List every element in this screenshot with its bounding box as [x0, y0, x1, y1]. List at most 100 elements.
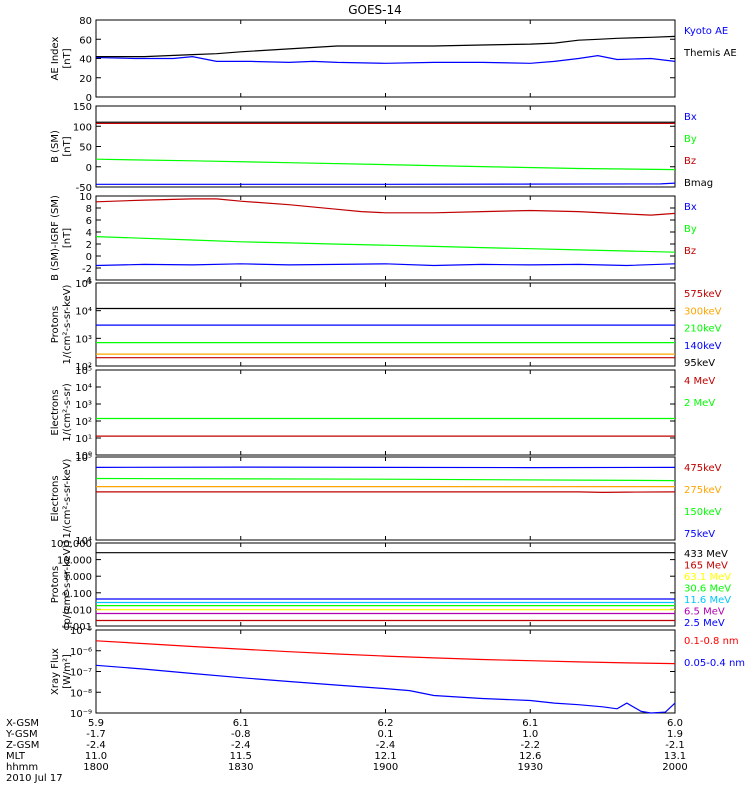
- orbit-value: -1.7: [86, 729, 106, 740]
- y-axis-label: 1/(cm²-s-sr-keV): [62, 284, 73, 364]
- orbit-row-label: hhmm: [6, 762, 38, 773]
- orbit-value: 6.1: [233, 718, 249, 729]
- orbit-value: 12.6: [519, 751, 541, 762]
- panel-8: 10⁻⁹ 10⁻⁸ 10⁻⁷ 10⁻⁶ 10⁻⁵ Xray Flux [W/m²] 0.1-0…: [50, 626, 745, 720]
- panel-7: 0.001 0.010 0.100 1.000 10.000 100.000 Protons…: [50, 539, 731, 633]
- legend-label: 0.05-0.4 nm: [684, 658, 745, 669]
- ytick-label: 0: [86, 93, 92, 104]
- orbit-value: 1930: [518, 762, 543, 773]
- orbit-value: 0.1: [378, 729, 394, 740]
- ytick-label: 10⁻⁵: [70, 626, 92, 637]
- orbit-row-label: X-GSM: [6, 718, 39, 729]
- legend-label: 2.5 MeV: [684, 618, 725, 629]
- orbit-value: -2.4: [231, 740, 251, 751]
- legend-label: 4 MeV: [684, 376, 715, 387]
- ytick-label: 100: [73, 122, 92, 133]
- orbit-value: -2.2: [520, 740, 540, 751]
- series-line-0: [96, 491, 676, 494]
- legend-label: 95keV: [684, 358, 715, 369]
- orbit-row-label: 2010 Jul 17: [6, 773, 63, 784]
- panel-frame: [95, 456, 676, 541]
- orbit-value: 1.9: [667, 729, 683, 740]
- y-axis-label: [p/(cm²-s-sr-keV)]: [62, 541, 73, 629]
- legend-label: 11.6 MeV: [684, 595, 731, 606]
- ytick-label: 10²: [75, 362, 92, 373]
- legend-label: By: [684, 224, 697, 235]
- ytick-label: 10⁴: [75, 307, 92, 318]
- orbit-value: -2.4: [86, 740, 106, 751]
- y-axis-label: [W/m²]: [62, 654, 73, 689]
- y-axis-label: 1/(cm²-s-sr-keV): [62, 458, 73, 538]
- series-line-0: [95, 54, 676, 64]
- series-line-0: [96, 182, 676, 185]
- ytick-label: 10⁻⁹: [70, 709, 92, 720]
- ytick-label: 100.000: [51, 539, 92, 550]
- ytick-label: 60: [79, 35, 92, 46]
- orbit-row-label: Y-GSM: [5, 729, 38, 740]
- ytick-label: -50: [76, 183, 92, 194]
- orbit-row-label: Z-GSM: [6, 740, 39, 751]
- y-axis-label: Electrons: [50, 475, 61, 521]
- series-line-1: [95, 158, 676, 171]
- ytick-label: -2: [82, 264, 92, 275]
- legend-label: 575keV: [684, 289, 722, 300]
- ytick-label: 4: [86, 228, 92, 239]
- orbit-value: 2000: [662, 762, 687, 773]
- orbit-value: 1830: [228, 762, 253, 773]
- plot-title: GOES-14: [348, 3, 402, 17]
- y-axis-label: 1/(cm²-s-sr): [62, 383, 73, 442]
- series-line-2: [95, 198, 676, 216]
- ytick-label: 1.000: [63, 572, 92, 583]
- legend-label: 0.1-0.8 nm: [684, 636, 739, 647]
- legend-label: Bz: [684, 156, 696, 167]
- orbit-value: 1.0: [522, 729, 538, 740]
- panel-frame: [95, 19, 676, 98]
- ytick-label: 10⁴: [75, 536, 92, 547]
- orbit-value: 5.9: [88, 718, 104, 729]
- orbit-value: 1900: [373, 762, 398, 773]
- ytick-label: 10⁵: [75, 279, 92, 290]
- y-axis-label: B (SM)-IGRF (SM): [50, 195, 61, 281]
- ytick-label: 0: [86, 163, 92, 174]
- y-axis-label: AE Index: [50, 36, 61, 80]
- legend-label: 75keV: [684, 529, 715, 540]
- orbit-value: 6.2: [378, 718, 394, 729]
- ytick-label: 80: [79, 16, 92, 27]
- ytick-label: 50: [79, 143, 92, 154]
- series-line-1: [95, 236, 676, 253]
- panel-frame: [95, 195, 676, 281]
- orbit-value: 11.0: [85, 751, 107, 762]
- ytick-label: 10³: [75, 400, 92, 411]
- orbit-value: 11.5: [230, 751, 252, 762]
- ytick-label: 2: [86, 240, 92, 251]
- series-line-3: [95, 466, 676, 469]
- legend-label: Bx: [684, 112, 697, 123]
- ytick-label: 10¹: [75, 434, 92, 445]
- ytick-label: 0: [86, 252, 92, 263]
- orbit-value: -2.1: [665, 740, 685, 751]
- legend-label: 275keV: [684, 485, 722, 496]
- legend-label: Kyoto AE: [684, 26, 728, 37]
- ytick-label: 10⁰: [75, 451, 92, 462]
- series-line-0: [95, 640, 676, 665]
- ytick-label: 6: [86, 216, 92, 227]
- orbit-value: 1800: [83, 762, 108, 773]
- ytick-label: 150: [73, 102, 92, 113]
- legend-label: 475keV: [684, 463, 722, 474]
- ytick-label: 10⁵: [75, 366, 92, 377]
- ytick-label: 0.001: [63, 622, 92, 633]
- y-axis-label: Protons: [50, 566, 61, 603]
- orbit-value: -0.8: [231, 729, 251, 740]
- ytick-label: 10³: [75, 334, 92, 345]
- ytick-label: 10²: [75, 417, 92, 428]
- y-axis-label: [nT]: [62, 228, 73, 248]
- orbit-value: -2.4: [376, 740, 396, 751]
- legend-label: 165 MeV: [684, 561, 728, 572]
- legend-label: 433 MeV: [684, 549, 728, 560]
- legend-label: 150keV: [684, 507, 722, 518]
- series-line-1: [95, 664, 676, 714]
- ytick-label: 0.010: [63, 605, 92, 616]
